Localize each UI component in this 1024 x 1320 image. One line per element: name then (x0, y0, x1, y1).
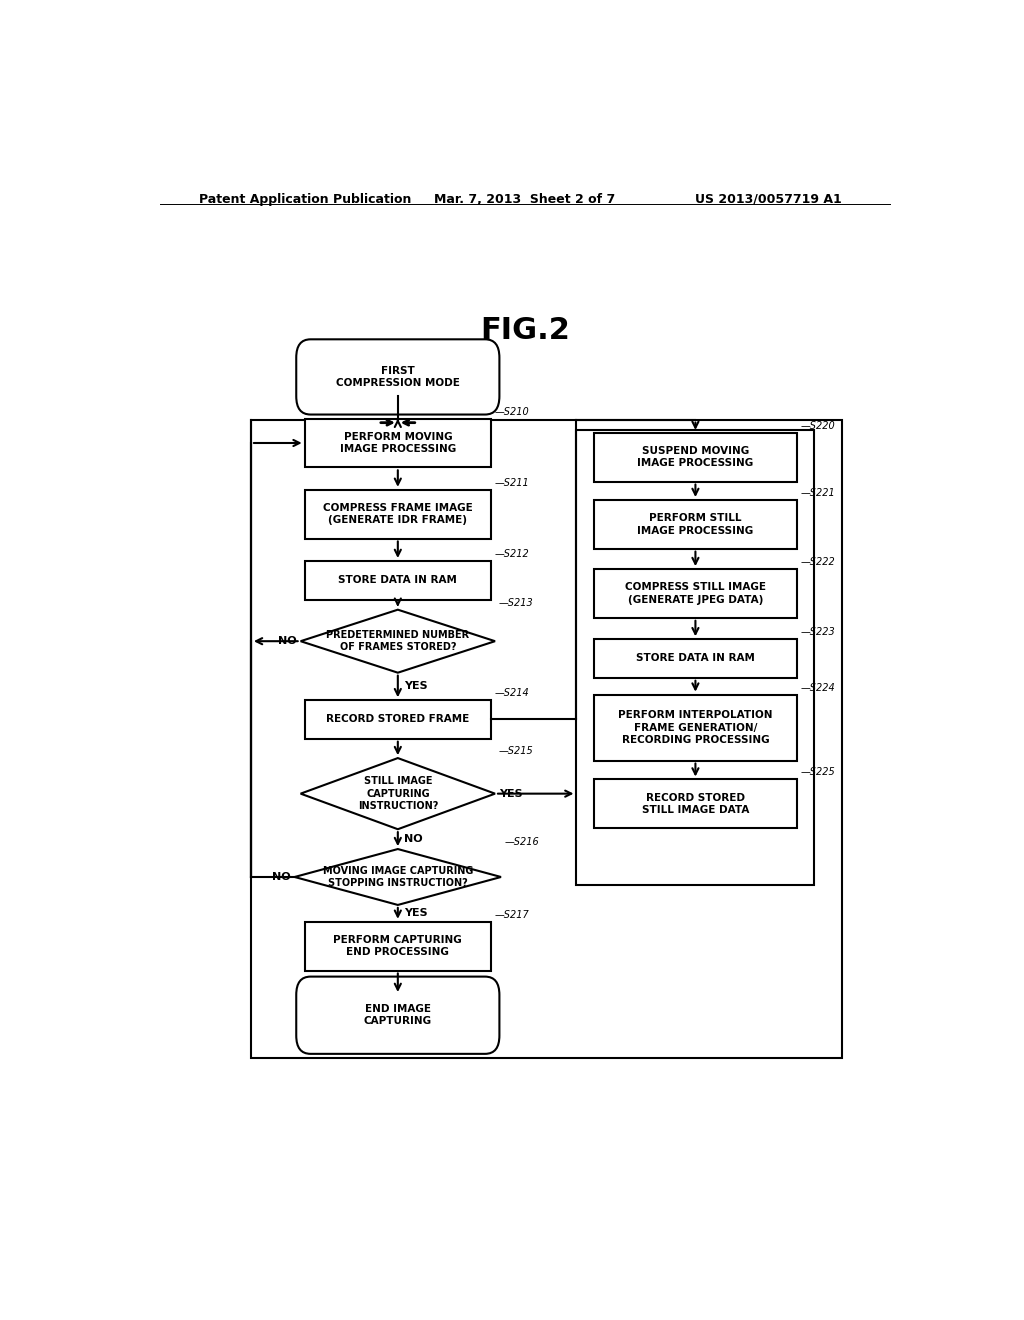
FancyBboxPatch shape (304, 561, 492, 599)
Text: PERFORM MOVING
IMAGE PROCESSING: PERFORM MOVING IMAGE PROCESSING (340, 432, 456, 454)
Polygon shape (301, 610, 495, 673)
Text: NO: NO (404, 834, 423, 843)
Text: YES: YES (404, 681, 428, 692)
FancyBboxPatch shape (304, 921, 492, 970)
FancyBboxPatch shape (594, 569, 797, 618)
Text: Mar. 7, 2013  Sheet 2 of 7: Mar. 7, 2013 Sheet 2 of 7 (433, 193, 614, 206)
Text: —S214: —S214 (495, 688, 529, 698)
FancyBboxPatch shape (594, 500, 797, 549)
Text: SUSPEND MOVING
IMAGE PROCESSING: SUSPEND MOVING IMAGE PROCESSING (637, 446, 754, 469)
Text: RECORD STORED FRAME: RECORD STORED FRAME (327, 714, 469, 725)
Text: COMPRESS FRAME IMAGE
(GENERATE IDR FRAME): COMPRESS FRAME IMAGE (GENERATE IDR FRAME… (323, 503, 473, 525)
Text: PERFORM STILL
IMAGE PROCESSING: PERFORM STILL IMAGE PROCESSING (637, 513, 754, 536)
Text: PERFORM CAPTURING
END PROCESSING: PERFORM CAPTURING END PROCESSING (334, 935, 462, 957)
Text: US 2013/0057719 A1: US 2013/0057719 A1 (695, 193, 842, 206)
Text: —S220: —S220 (801, 421, 836, 430)
Text: —S216: —S216 (505, 837, 540, 847)
FancyBboxPatch shape (296, 339, 500, 414)
Text: COMPRESS STILL IMAGE
(GENERATE JPEG DATA): COMPRESS STILL IMAGE (GENERATE JPEG DATA… (625, 582, 766, 605)
FancyBboxPatch shape (594, 433, 797, 482)
Text: Patent Application Publication: Patent Application Publication (200, 193, 412, 206)
FancyBboxPatch shape (304, 490, 492, 539)
FancyBboxPatch shape (594, 639, 797, 677)
Text: —S223: —S223 (801, 627, 836, 638)
FancyBboxPatch shape (296, 977, 500, 1053)
FancyBboxPatch shape (594, 694, 797, 760)
FancyBboxPatch shape (304, 700, 492, 739)
Text: —S225: —S225 (801, 767, 836, 777)
Text: —S221: —S221 (801, 488, 836, 498)
Text: PREDETERMINED NUMBER
OF FRAMES STORED?: PREDETERMINED NUMBER OF FRAMES STORED? (327, 630, 469, 652)
Polygon shape (301, 758, 495, 829)
Polygon shape (295, 849, 501, 906)
Text: YES: YES (404, 908, 428, 919)
Text: —S217: —S217 (495, 909, 529, 920)
Text: —S212: —S212 (495, 549, 529, 558)
Text: NO: NO (278, 636, 297, 647)
Text: END IMAGE
CAPTURING: END IMAGE CAPTURING (364, 1005, 432, 1027)
Text: —S213: —S213 (499, 598, 534, 607)
Text: MOVING IMAGE CAPTURING
STOPPING INSTRUCTION?: MOVING IMAGE CAPTURING STOPPING INSTRUCT… (323, 866, 473, 888)
Text: —S224: —S224 (801, 682, 836, 693)
Text: —S215: —S215 (499, 746, 534, 756)
FancyBboxPatch shape (304, 418, 492, 467)
Text: YES: YES (499, 788, 522, 799)
Text: —S210: —S210 (495, 407, 529, 417)
Text: —S211: —S211 (495, 478, 529, 487)
Text: PERFORM INTERPOLATION
FRAME GENERATION/
RECORDING PROCESSING: PERFORM INTERPOLATION FRAME GENERATION/ … (618, 710, 773, 744)
Text: —S222: —S222 (801, 557, 836, 568)
Text: NO: NO (272, 873, 291, 882)
Text: FIG.2: FIG.2 (480, 315, 569, 345)
Text: STORE DATA IN RAM: STORE DATA IN RAM (338, 576, 458, 585)
Text: FIRST
COMPRESSION MODE: FIRST COMPRESSION MODE (336, 366, 460, 388)
Text: RECORD STORED
STILL IMAGE DATA: RECORD STORED STILL IMAGE DATA (642, 792, 750, 814)
FancyBboxPatch shape (594, 779, 797, 828)
Text: STILL IMAGE
CAPTURING
INSTRUCTION?: STILL IMAGE CAPTURING INSTRUCTION? (357, 776, 438, 810)
Text: STORE DATA IN RAM: STORE DATA IN RAM (636, 653, 755, 664)
